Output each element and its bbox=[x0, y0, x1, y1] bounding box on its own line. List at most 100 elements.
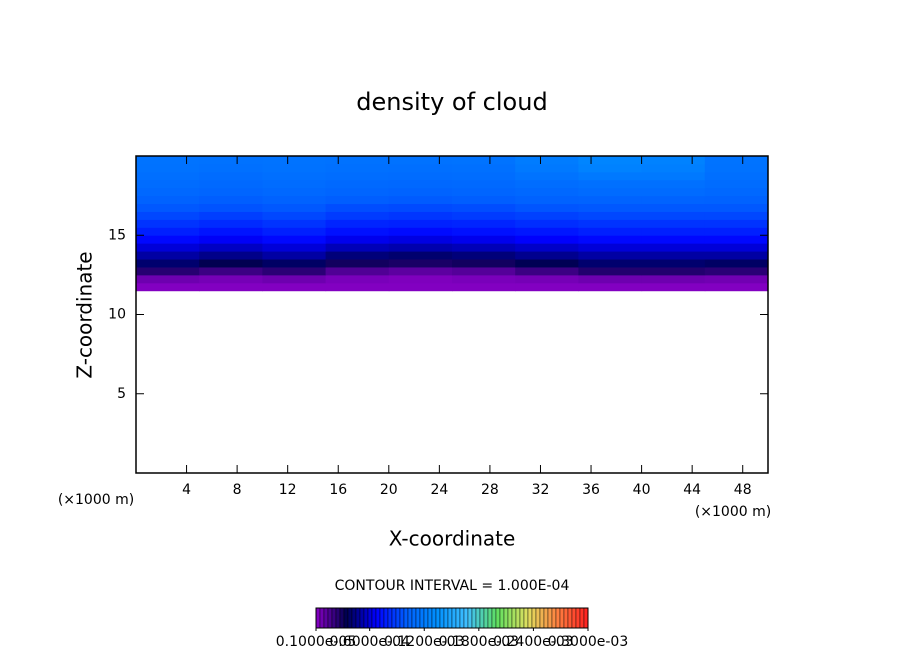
contour-cell bbox=[262, 179, 327, 189]
contour-interval: CONTOUR INTERVAL = 1.000E-04 bbox=[335, 578, 570, 594]
contour-cell bbox=[641, 227, 706, 236]
x-tick-label: 24 bbox=[430, 482, 448, 498]
colorbar-swatch bbox=[475, 607, 481, 629]
contour-cell bbox=[515, 243, 579, 252]
contour-cell bbox=[641, 156, 706, 165]
contour-cell bbox=[704, 179, 769, 189]
contour-cell bbox=[325, 251, 390, 260]
contour-cell bbox=[262, 219, 327, 228]
contour-cell bbox=[641, 235, 706, 244]
contour-cell bbox=[704, 195, 769, 205]
colorbar-swatch bbox=[527, 607, 533, 629]
contour-cell bbox=[262, 235, 327, 244]
contour-cell bbox=[452, 274, 516, 284]
contour-cell bbox=[578, 266, 643, 276]
colorbar-swatch bbox=[395, 607, 401, 629]
contour-cell bbox=[136, 156, 200, 165]
contour-cell bbox=[136, 282, 200, 292]
colorbar-label: 0.1800e-03 bbox=[439, 634, 519, 650]
x-tick-label: 44 bbox=[683, 482, 701, 498]
colorbar-swatch bbox=[491, 607, 497, 629]
contour-cell bbox=[199, 171, 263, 181]
colorbar-swatch bbox=[543, 607, 549, 629]
contour-cell bbox=[452, 195, 516, 205]
contour-cell bbox=[578, 211, 643, 220]
contour-cell bbox=[452, 251, 516, 260]
x-tick-label: 36 bbox=[582, 482, 600, 498]
contour-cell bbox=[515, 219, 579, 228]
contour-cell bbox=[388, 187, 453, 197]
contour-cell bbox=[578, 274, 643, 284]
contour-cell bbox=[515, 171, 579, 181]
contour-cell bbox=[388, 179, 453, 189]
x-unit: (×1000 m) bbox=[695, 504, 771, 520]
contour-cell bbox=[262, 187, 327, 197]
contour-cell bbox=[578, 235, 643, 244]
contour-cell bbox=[704, 282, 769, 292]
contour-cell bbox=[704, 187, 769, 197]
x-tick-label: 20 bbox=[380, 482, 398, 498]
x-tick-label: 4 bbox=[182, 482, 191, 498]
contour-cell bbox=[136, 219, 200, 228]
contour-cell bbox=[325, 259, 390, 268]
contour-cell bbox=[325, 195, 390, 205]
contour-cell bbox=[641, 187, 706, 197]
contour-cell bbox=[136, 266, 200, 276]
colorbar-swatch bbox=[319, 607, 325, 629]
contour-cell bbox=[515, 266, 579, 276]
contour-cell bbox=[452, 266, 516, 276]
contour-cell bbox=[136, 251, 200, 260]
colorbar-swatch bbox=[367, 607, 373, 629]
contour-cell bbox=[578, 187, 643, 197]
colorbar-swatch bbox=[531, 607, 537, 629]
colorbar-swatch bbox=[427, 607, 433, 629]
contour-cell bbox=[452, 282, 516, 292]
colorbar-swatch bbox=[487, 607, 493, 629]
x-tick-label: 40 bbox=[633, 482, 651, 498]
contour-cell bbox=[515, 282, 579, 292]
contour-cell bbox=[388, 243, 453, 252]
contour-cell bbox=[388, 195, 453, 205]
contour-cell bbox=[641, 203, 706, 212]
contour-cell bbox=[641, 243, 706, 252]
contour-cell bbox=[136, 195, 200, 205]
contour-cell bbox=[388, 266, 453, 276]
contour-cell bbox=[199, 243, 263, 252]
contour-cell bbox=[388, 251, 453, 260]
contour-cell bbox=[262, 163, 327, 173]
colorbar-swatch bbox=[575, 607, 581, 629]
colorbar-label: 0.1200e-03 bbox=[384, 634, 464, 650]
contour-cell bbox=[199, 266, 263, 276]
contour-cell bbox=[515, 156, 579, 165]
contour-cell bbox=[704, 235, 769, 244]
contour-cell bbox=[262, 195, 327, 205]
contour-cell bbox=[136, 203, 200, 212]
contour-cell bbox=[325, 211, 390, 220]
contour-cell bbox=[578, 171, 643, 181]
contour-cell bbox=[515, 227, 579, 236]
contour-cell bbox=[578, 227, 643, 236]
colorbar-swatch bbox=[387, 607, 393, 629]
x-tick-label: 48 bbox=[734, 482, 752, 498]
contour-cell bbox=[452, 171, 516, 181]
y-tick-label: 5 bbox=[117, 386, 126, 402]
contour-cell bbox=[515, 163, 579, 173]
colorbar-swatch bbox=[375, 607, 381, 629]
contour-cell bbox=[325, 203, 390, 212]
x-tick-label: 12 bbox=[279, 482, 297, 498]
contour-cell bbox=[199, 211, 263, 220]
contour-cell bbox=[452, 187, 516, 197]
colorbar-swatch bbox=[563, 607, 569, 629]
colorbar-swatch bbox=[463, 607, 469, 629]
colorbar-swatch bbox=[347, 607, 353, 629]
colorbar-swatch bbox=[555, 607, 561, 629]
contour-cell bbox=[262, 274, 327, 284]
contour-cell bbox=[641, 259, 706, 268]
colorbar-swatch bbox=[451, 607, 457, 629]
contour-cell bbox=[641, 163, 706, 173]
contour-cell bbox=[262, 211, 327, 220]
contour-cell bbox=[388, 171, 453, 181]
colorbar-swatch bbox=[579, 607, 585, 629]
contour-cell bbox=[704, 251, 769, 260]
x-tick-label: 28 bbox=[481, 482, 499, 498]
